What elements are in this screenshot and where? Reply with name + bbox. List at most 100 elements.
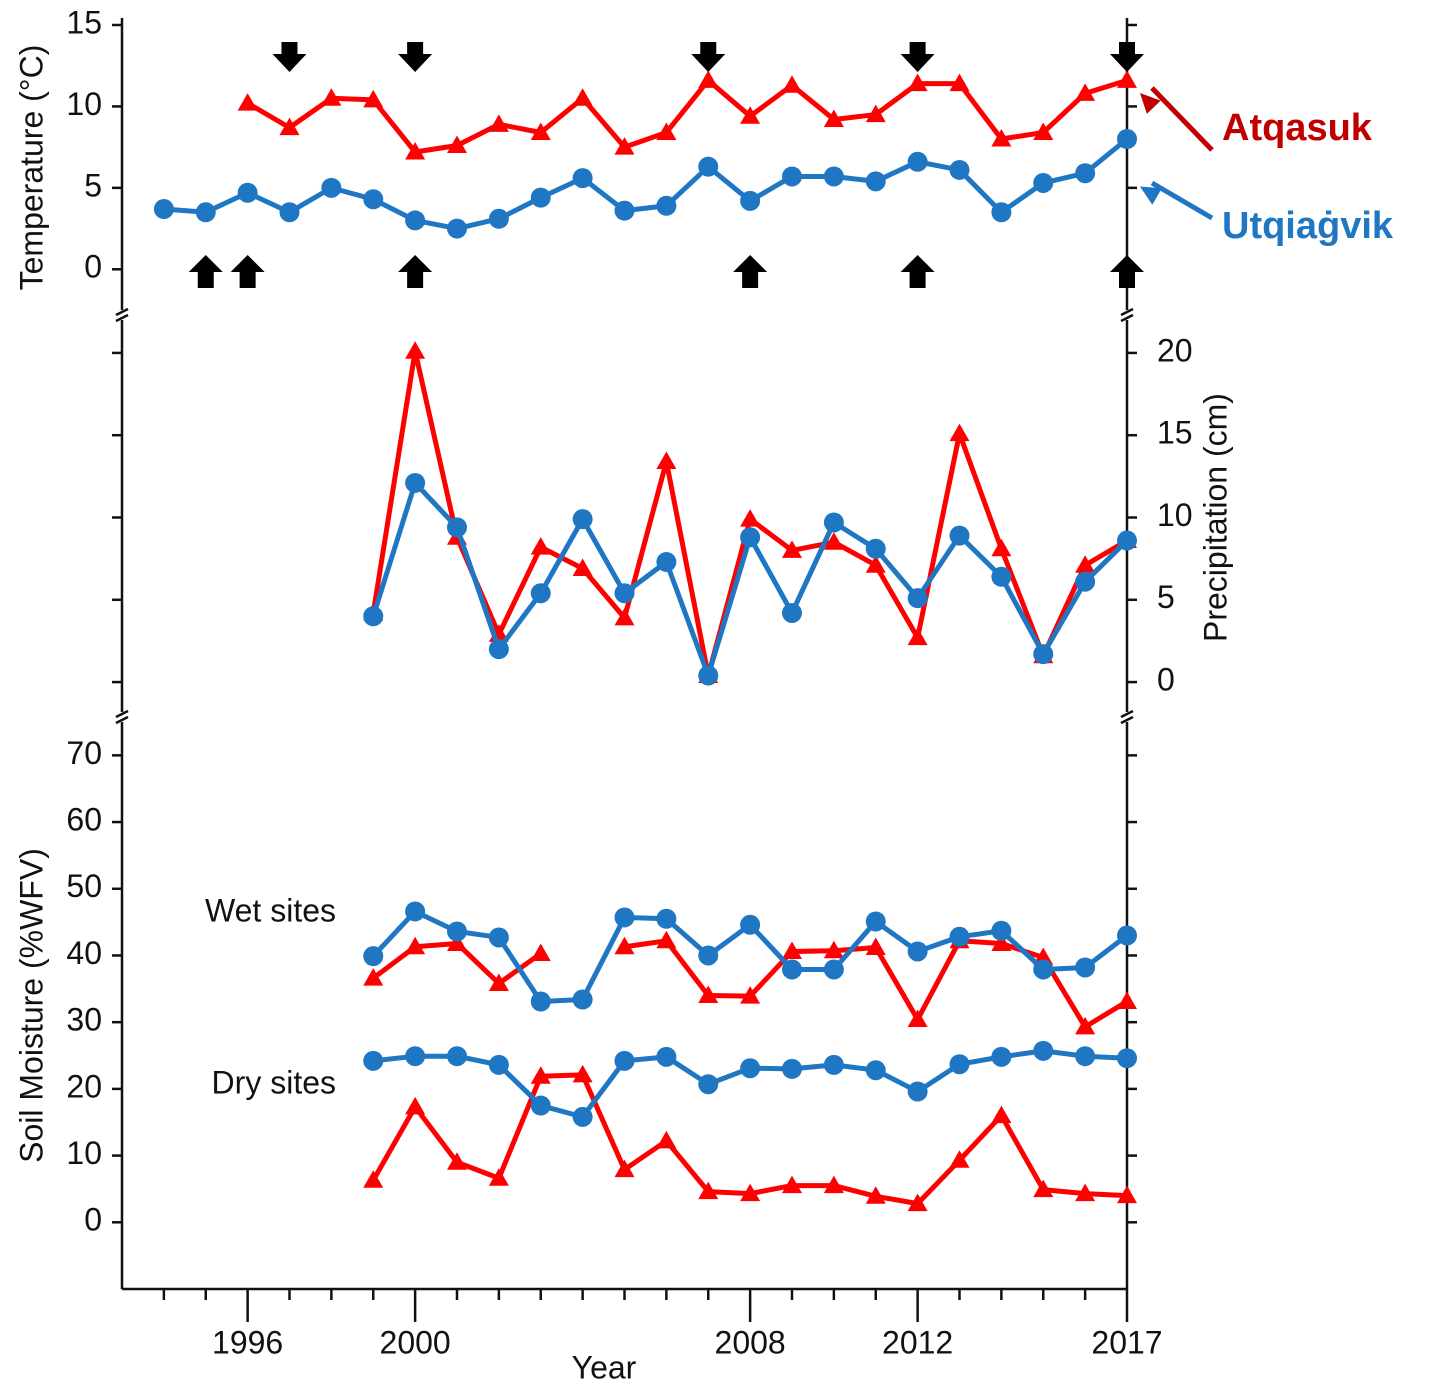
point (949, 73, 970, 92)
point (865, 555, 886, 573)
point (614, 200, 635, 221)
point (321, 88, 342, 106)
point (405, 341, 426, 359)
y-tick-label: 20 (66, 1068, 102, 1104)
point (865, 937, 886, 955)
point (782, 941, 802, 959)
y-tick-label: 0 (84, 249, 102, 285)
point (823, 166, 844, 187)
point (656, 195, 677, 216)
y-tick-label: 5 (84, 167, 102, 203)
point (614, 1050, 635, 1071)
point (447, 218, 467, 239)
x-tick-label: 2008 (715, 1324, 786, 1360)
point (991, 1046, 1012, 1067)
x-tick-label: 2012 (882, 1324, 953, 1360)
point (698, 1181, 719, 1200)
point (572, 989, 593, 1010)
axis-break (115, 715, 129, 725)
point (614, 936, 635, 955)
point (614, 137, 635, 155)
point (447, 135, 467, 154)
point (823, 512, 844, 533)
point (740, 190, 761, 211)
up-arrow (398, 255, 433, 288)
x-tick-label: 2000 (380, 1324, 451, 1360)
y-tick-label: 10 (66, 1135, 102, 1171)
axis-break (1120, 715, 1134, 725)
down-arrow (691, 42, 726, 72)
point (1075, 571, 1096, 592)
point (1033, 172, 1054, 193)
point (907, 627, 928, 646)
point (1117, 925, 1137, 946)
point (614, 607, 635, 626)
legend-arrow-head (1140, 93, 1161, 114)
y-tick-label: 5 (1157, 579, 1175, 615)
point (991, 933, 1012, 951)
down-arrow (398, 42, 433, 72)
point (865, 1060, 886, 1081)
point (782, 1175, 802, 1194)
point (740, 1058, 761, 1079)
y-axis-label: Temperature (°C) (13, 45, 49, 291)
annotation: Dry sites (212, 1064, 336, 1100)
point (698, 945, 719, 966)
y-tick-label: 50 (66, 868, 102, 904)
point (614, 583, 635, 604)
point (405, 936, 426, 955)
up-arrow (733, 255, 768, 288)
point (1075, 1016, 1096, 1035)
point (405, 1046, 426, 1067)
point (488, 1054, 509, 1075)
point (907, 1009, 928, 1028)
point (907, 73, 928, 92)
point (1033, 1179, 1054, 1198)
point (823, 1175, 844, 1194)
point (656, 908, 677, 929)
point (991, 1105, 1012, 1124)
point (823, 532, 844, 550)
point (865, 1186, 886, 1204)
point (949, 926, 970, 947)
y-tick-label: 0 (1157, 662, 1175, 698)
point (907, 1081, 928, 1102)
point (1033, 959, 1054, 980)
point (949, 159, 970, 180)
point (530, 1095, 551, 1116)
up-arrow (900, 255, 935, 288)
point (1075, 1183, 1096, 1202)
point (530, 122, 551, 140)
point (1117, 991, 1137, 1009)
series-line (246, 77, 1128, 155)
point (1033, 1040, 1054, 1061)
y-tick-label: 20 (1157, 332, 1193, 368)
point (907, 1193, 928, 1212)
legend-arrow (1150, 180, 1214, 221)
x-tick-label: 2017 (1091, 1324, 1162, 1360)
point (572, 1064, 593, 1083)
axis-break (1120, 307, 1134, 317)
point (1033, 947, 1054, 965)
point (488, 208, 509, 229)
point (1075, 555, 1096, 573)
point (1117, 129, 1137, 149)
point (153, 199, 174, 220)
point (698, 985, 719, 1003)
point (740, 106, 761, 124)
down-arrow (900, 42, 935, 72)
point (572, 1106, 593, 1127)
point (363, 89, 384, 108)
point (530, 187, 551, 208)
series-line (371, 938, 1129, 1030)
point (405, 210, 426, 231)
point (237, 182, 258, 203)
point (991, 566, 1012, 587)
point (865, 911, 886, 932)
point (991, 920, 1012, 941)
point (488, 1168, 509, 1186)
up-arrow (230, 255, 265, 288)
y-tick-label: 30 (66, 1002, 102, 1038)
axis-break (115, 709, 129, 719)
point (907, 151, 928, 172)
